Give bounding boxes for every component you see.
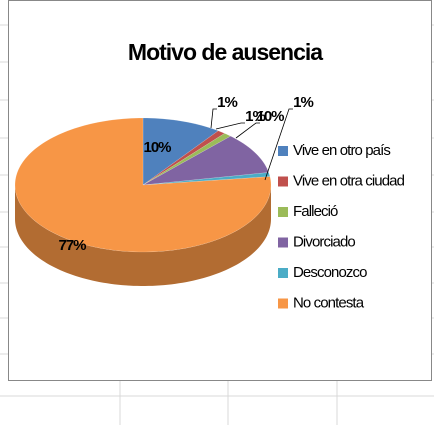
legend-swatch xyxy=(278,268,288,278)
chart-title: Motivo de ausencia xyxy=(128,39,323,65)
legend-label: Divorciado xyxy=(293,233,355,250)
chart: Motivo de ausencia 10%1%1%10%1%77%Vive e… xyxy=(14,39,406,311)
legend-label: Falleció xyxy=(293,203,338,220)
data-label: 1% xyxy=(245,108,265,125)
data-label: 10% xyxy=(256,108,284,125)
slice xyxy=(14,117,272,253)
leader-line xyxy=(215,122,245,130)
legend-swatch xyxy=(278,237,288,248)
legend-label: No contesta xyxy=(293,294,365,311)
legend-swatch xyxy=(278,298,288,309)
leader-line xyxy=(210,108,217,129)
data-label: 1% xyxy=(217,94,237,111)
legend-swatch xyxy=(278,176,288,187)
data-label: 10% xyxy=(143,139,171,156)
leader-line xyxy=(264,108,293,181)
slice xyxy=(142,117,219,186)
data-label: 77% xyxy=(58,237,86,254)
slice-side xyxy=(15,185,271,286)
legend-label: Vive en otro país xyxy=(293,142,390,159)
legend-swatch xyxy=(278,207,288,217)
slice xyxy=(142,133,232,186)
leader-line xyxy=(235,122,260,139)
legend-label: Vive en otra ciudad xyxy=(293,172,405,189)
legend-swatch xyxy=(278,146,288,156)
data-label: 1% xyxy=(293,94,313,111)
slice xyxy=(142,135,270,186)
legend-label: Desconozco xyxy=(293,264,367,281)
